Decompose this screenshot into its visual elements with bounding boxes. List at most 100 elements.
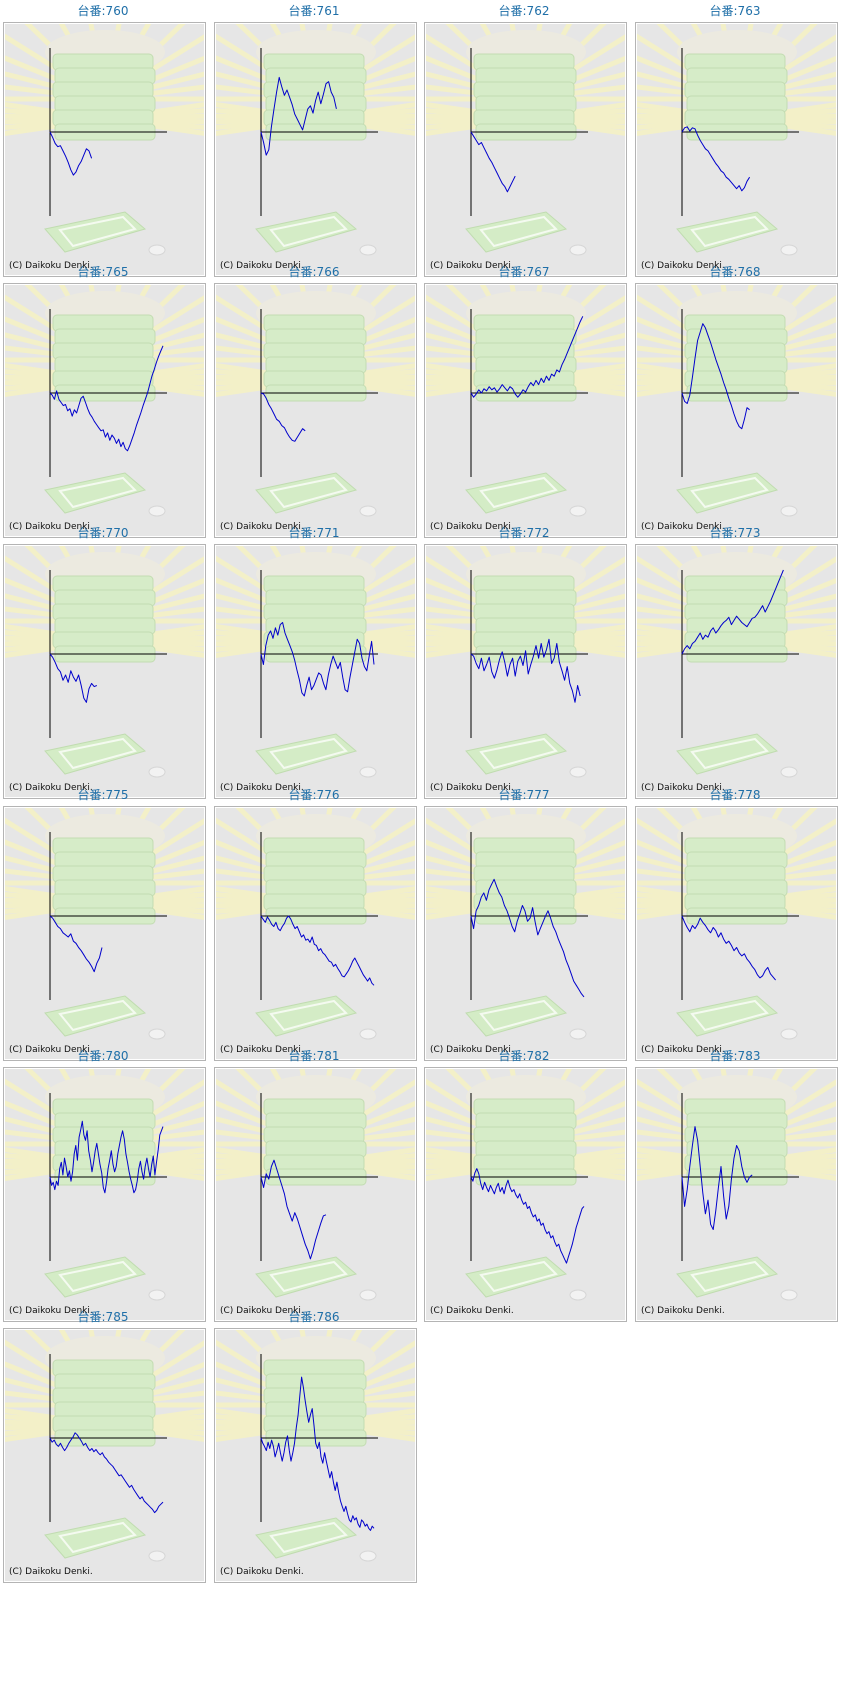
line-chart [216, 285, 415, 536]
machine-chart-cell: 台番:768 (C) Daikoku Denki. [632, 261, 842, 542]
background-artwork [426, 546, 625, 797]
tray-inner [58, 999, 137, 1032]
series-line [49, 131, 93, 176]
series-line [681, 323, 750, 430]
background-artwork [5, 285, 204, 536]
chart-frame: (C) Daikoku Denki. [3, 1328, 206, 1583]
series-line [470, 878, 585, 998]
line-chart [637, 1069, 836, 1320]
series-line [470, 638, 581, 703]
machine-number-link[interactable]: 台番:777 [498, 788, 550, 802]
machine-chart-cell: 台番:760 (C) Daikoku Denki. [0, 0, 210, 281]
background-artwork [216, 808, 415, 1059]
tray-inner [690, 737, 769, 770]
machine-number-link[interactable]: 台番:775 [77, 788, 129, 802]
tray-inner [479, 1260, 558, 1293]
background-artwork [637, 546, 836, 797]
copyright-text: (C) Daikoku Denki. [641, 522, 725, 532]
machine-number-link[interactable]: 台番:767 [498, 265, 550, 279]
machine-chart-cell: 台番:770 (C) Daikoku Denki. [0, 522, 210, 803]
coin [359, 766, 377, 778]
background-artwork [216, 1330, 415, 1581]
line-chart [216, 1069, 415, 1320]
chart-frame: (C) Daikoku Denki. [3, 22, 206, 277]
series-line [49, 1432, 164, 1514]
coin [569, 1028, 587, 1040]
background-artwork [5, 24, 204, 275]
tray-inner [690, 215, 769, 248]
chart-frame: (C) Daikoku Denki. [635, 22, 838, 277]
background-artwork [426, 1069, 625, 1320]
machine-chart-cell: 台番:761 (C) Daikoku Denki. [211, 0, 421, 281]
copyright-text: (C) Daikoku Denki. [220, 1045, 304, 1055]
chart-frame: (C) Daikoku Denki. [214, 806, 417, 1061]
copyright-text: (C) Daikoku Denki. [220, 1567, 304, 1577]
copyright-text: (C) Daikoku Denki. [430, 261, 514, 271]
series-line [681, 915, 776, 981]
tray-inner [269, 737, 348, 770]
machine-number-link[interactable]: 台番:778 [709, 788, 761, 802]
series-line [49, 915, 103, 973]
machine-number-link[interactable]: 台番:781 [288, 1049, 340, 1063]
machine-number-link[interactable]: 台番:760 [77, 4, 129, 18]
machine-number-link[interactable]: 台番:766 [288, 265, 340, 279]
machine-chart-cell: 台番:762 (C) Daikoku Denki. [421, 0, 631, 281]
chart-frame: (C) Daikoku Denki. [635, 1067, 838, 1322]
series-line [470, 1168, 585, 1264]
machine-number-link[interactable]: 台番:768 [709, 265, 761, 279]
tray-inner [269, 1260, 348, 1293]
tray-inner [269, 215, 348, 248]
machine-number-link[interactable]: 台番:773 [709, 526, 761, 540]
copyright-text: (C) Daikoku Denki. [641, 783, 725, 793]
tray-inner [690, 476, 769, 509]
coin [359, 1289, 377, 1301]
background-artwork [426, 285, 625, 536]
machine-number-link[interactable]: 台番:776 [288, 788, 340, 802]
line-chart [216, 546, 415, 797]
copyright-text: (C) Daikoku Denki. [430, 783, 514, 793]
line-chart [216, 24, 415, 275]
coin [780, 1289, 798, 1301]
machine-chart-cell: 台番:783 (C) Daikoku Denki. [632, 1045, 842, 1326]
chart-frame: (C) Daikoku Denki. [3, 283, 206, 538]
machine-number-link[interactable]: 台番:780 [77, 1049, 129, 1063]
machine-chart-cell: 台番:771 (C) Daikoku Denki. [211, 522, 421, 803]
machine-number-link[interactable]: 台番:782 [498, 1049, 550, 1063]
machine-number-link[interactable]: 台番:763 [709, 4, 761, 18]
machine-number-link[interactable]: 台番:771 [288, 526, 340, 540]
line-chart [216, 1330, 415, 1581]
machine-number-link[interactable]: 台番:761 [288, 4, 340, 18]
line-chart [5, 1330, 204, 1581]
machine-chart-cell: 台番:765 (C) Daikoku Denki. [0, 261, 210, 542]
series-line [260, 1376, 375, 1531]
series-line [681, 126, 751, 192]
series-line [260, 76, 337, 156]
tray-inner [269, 1521, 348, 1554]
copyright-text: (C) Daikoku Denki. [641, 261, 725, 271]
series-line [260, 392, 306, 442]
background-artwork [5, 1330, 204, 1581]
machine-number-link[interactable]: 台番:765 [77, 265, 129, 279]
chart-frame: (C) Daikoku Denki. [635, 544, 838, 799]
series-line [470, 131, 516, 193]
copyright-text: (C) Daikoku Denki. [220, 783, 304, 793]
machine-number-link[interactable]: 台番:772 [498, 526, 550, 540]
tray-inner [479, 215, 558, 248]
tray-inner [690, 1260, 769, 1293]
copyright-text: (C) Daikoku Denki. [9, 1045, 93, 1055]
machine-number-link[interactable]: 台番:770 [77, 526, 129, 540]
background-artwork [5, 808, 204, 1059]
coin [569, 244, 587, 256]
line-chart [426, 808, 625, 1059]
line-chart [637, 24, 836, 275]
machine-chart-cell: 台番:778 (C) Daikoku Denki. [632, 784, 842, 1065]
copyright-text: (C) Daikoku Denki. [9, 522, 93, 532]
series-line [470, 316, 584, 398]
machine-number-link[interactable]: 台番:783 [709, 1049, 761, 1063]
machine-number-link[interactable]: 台番:786 [288, 1310, 340, 1324]
background-artwork [216, 1069, 415, 1320]
machine-number-link[interactable]: 台番:785 [77, 1310, 129, 1324]
background-artwork [5, 1069, 204, 1320]
machine-number-link[interactable]: 台番:762 [498, 4, 550, 18]
machine-chart-cell: 台番:773 (C) Daikoku Denki. [632, 522, 842, 803]
